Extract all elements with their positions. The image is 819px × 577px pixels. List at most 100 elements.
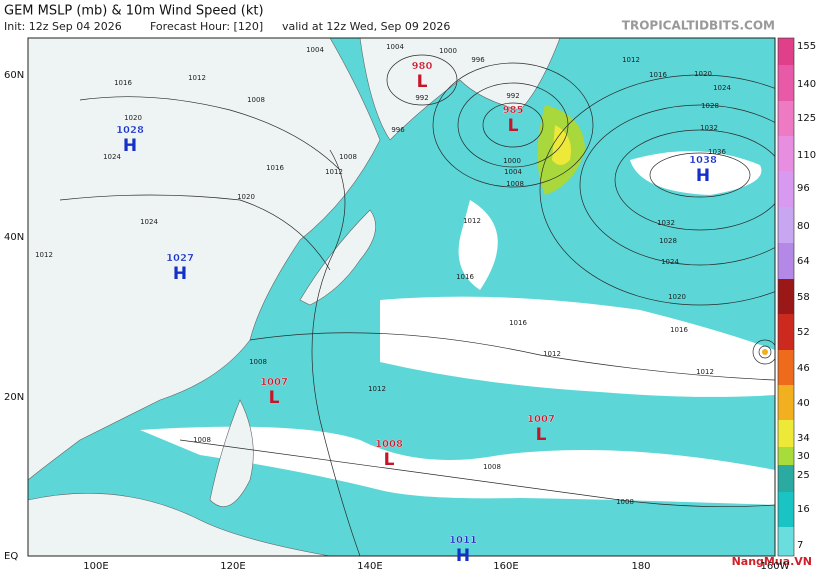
map-frame	[27, 37, 776, 557]
isobar	[59, 194, 331, 271]
colorbar-segment	[778, 350, 794, 385]
isobar-label: 1012	[696, 368, 714, 376]
isobar-label: 1016	[114, 79, 132, 87]
isobar-label: 1024	[103, 153, 121, 161]
lon-label: 140E	[357, 561, 382, 572]
pressure-letter: H	[456, 546, 470, 566]
calm-area	[458, 200, 498, 290]
lon-label: 160W	[761, 561, 790, 572]
colorbar-label: 16	[797, 504, 810, 515]
pressure-letter: L	[269, 388, 280, 408]
colorbar-label: 96	[797, 183, 810, 194]
isobar	[386, 54, 458, 106]
colorbar-segment	[778, 420, 794, 447]
isobar-label: 1004	[306, 46, 324, 54]
colorbar-segment	[778, 492, 794, 527]
isobar-label: 1032	[657, 219, 675, 227]
pressure-value: 1008	[375, 439, 403, 450]
pressure-letter: H	[173, 264, 187, 284]
watermark: NangMua.VN	[732, 555, 812, 568]
colorbar-label: 125	[797, 113, 816, 124]
colorbar-label: 30	[797, 451, 810, 462]
colorbar-label: 46	[797, 363, 810, 374]
isobar	[758, 345, 772, 359]
storm-core	[762, 349, 768, 355]
pressure-value: 1007	[260, 377, 288, 388]
isobar-label: 1004	[386, 43, 404, 51]
isobar	[482, 102, 544, 148]
isobar-label: 992	[506, 92, 519, 100]
forecast-hour: Forecast Hour: [120]	[150, 20, 263, 33]
isobar-label: 996	[471, 56, 485, 64]
isobar-label: 992	[415, 94, 428, 102]
pressure-letter: L	[536, 425, 547, 445]
map-field	[28, 38, 775, 556]
colorbar-segment	[778, 101, 794, 136]
isobar	[311, 149, 361, 556]
isobar-label: 1008	[193, 436, 211, 444]
isobar-label: 1008	[483, 463, 501, 471]
colorbar-segment	[778, 171, 794, 207]
isobar	[579, 104, 775, 266]
colorbar-segment	[778, 207, 794, 243]
isobar	[539, 74, 775, 306]
isobar-label: 1012	[368, 385, 386, 393]
isobar-label: 1016	[509, 319, 527, 327]
land-asia	[28, 38, 381, 481]
isobar-label: 1012	[35, 251, 53, 259]
isobar	[752, 339, 775, 365]
colorbar-label: 34	[797, 433, 810, 444]
site-credit: TROPICALTIDBITS.COM	[622, 19, 775, 33]
colorbar-segment	[778, 38, 794, 65]
colorbar-segment	[778, 314, 794, 350]
isobar-label: 1028	[701, 102, 719, 110]
lat-label: 40N	[4, 232, 24, 243]
lon-label: 100E	[83, 561, 108, 572]
isobar-label: 1032	[700, 124, 718, 132]
pressure-letter: L	[384, 450, 395, 470]
colorbar-label: 110	[797, 150, 816, 161]
isobar-label: 1024	[661, 258, 679, 266]
lat-label: 60N	[4, 70, 24, 81]
pressure-value: 1027	[166, 253, 194, 264]
isobar-label: 1016	[649, 71, 667, 79]
isobar-label: 1000	[503, 157, 521, 165]
isobar-label: 1036	[708, 148, 726, 156]
colorbar-label: 25	[797, 470, 810, 481]
isobar-label: 1008	[506, 180, 524, 188]
pressure-value: 980	[412, 61, 433, 72]
colorbar: 155 140 125 110 96 80 64 58 52 46 40 34 30 25 16 7	[777, 37, 816, 557]
pressure-value: 985	[503, 105, 524, 116]
colorbar-label: 40	[797, 398, 810, 409]
lat-label: EQ	[4, 551, 18, 562]
pressure-value: 1011	[449, 535, 477, 546]
pressure-letter: H	[123, 136, 137, 156]
isobar-label: 996	[391, 126, 405, 134]
colorbar-label: 140	[797, 79, 816, 90]
pressure-letter: L	[417, 72, 428, 92]
lon-label: 160E	[493, 561, 518, 572]
pressure-letter: H	[696, 166, 710, 186]
isobar	[649, 152, 751, 198]
colorbar-label: 155	[797, 41, 816, 52]
isobar-label: 1016	[670, 326, 688, 334]
calm-area	[630, 151, 762, 195]
isobar-label: 1016	[266, 164, 284, 172]
isobar-label: 1024	[713, 84, 731, 92]
isobar-label: 1016	[456, 273, 474, 281]
isobar-label: 1008	[249, 358, 267, 366]
isobar-label: 1008	[616, 498, 634, 506]
colorbar-segment	[778, 447, 794, 465]
calm-area	[380, 296, 775, 397]
isobar-label: 1012	[543, 350, 561, 358]
title: GEM MSLP (mb) & 10m Wind Speed (kt)	[4, 4, 264, 19]
isobar-label: 1012	[622, 56, 640, 64]
isobar	[614, 129, 775, 231]
colorbar-label: 64	[797, 256, 810, 267]
colorbar-label: 7	[797, 540, 803, 551]
colorbar-segment	[778, 243, 794, 279]
isobar-label: 1000	[439, 47, 457, 55]
calm-area	[140, 426, 775, 505]
isobar-label: 1012	[463, 217, 481, 225]
colorbar-segment	[778, 527, 794, 556]
